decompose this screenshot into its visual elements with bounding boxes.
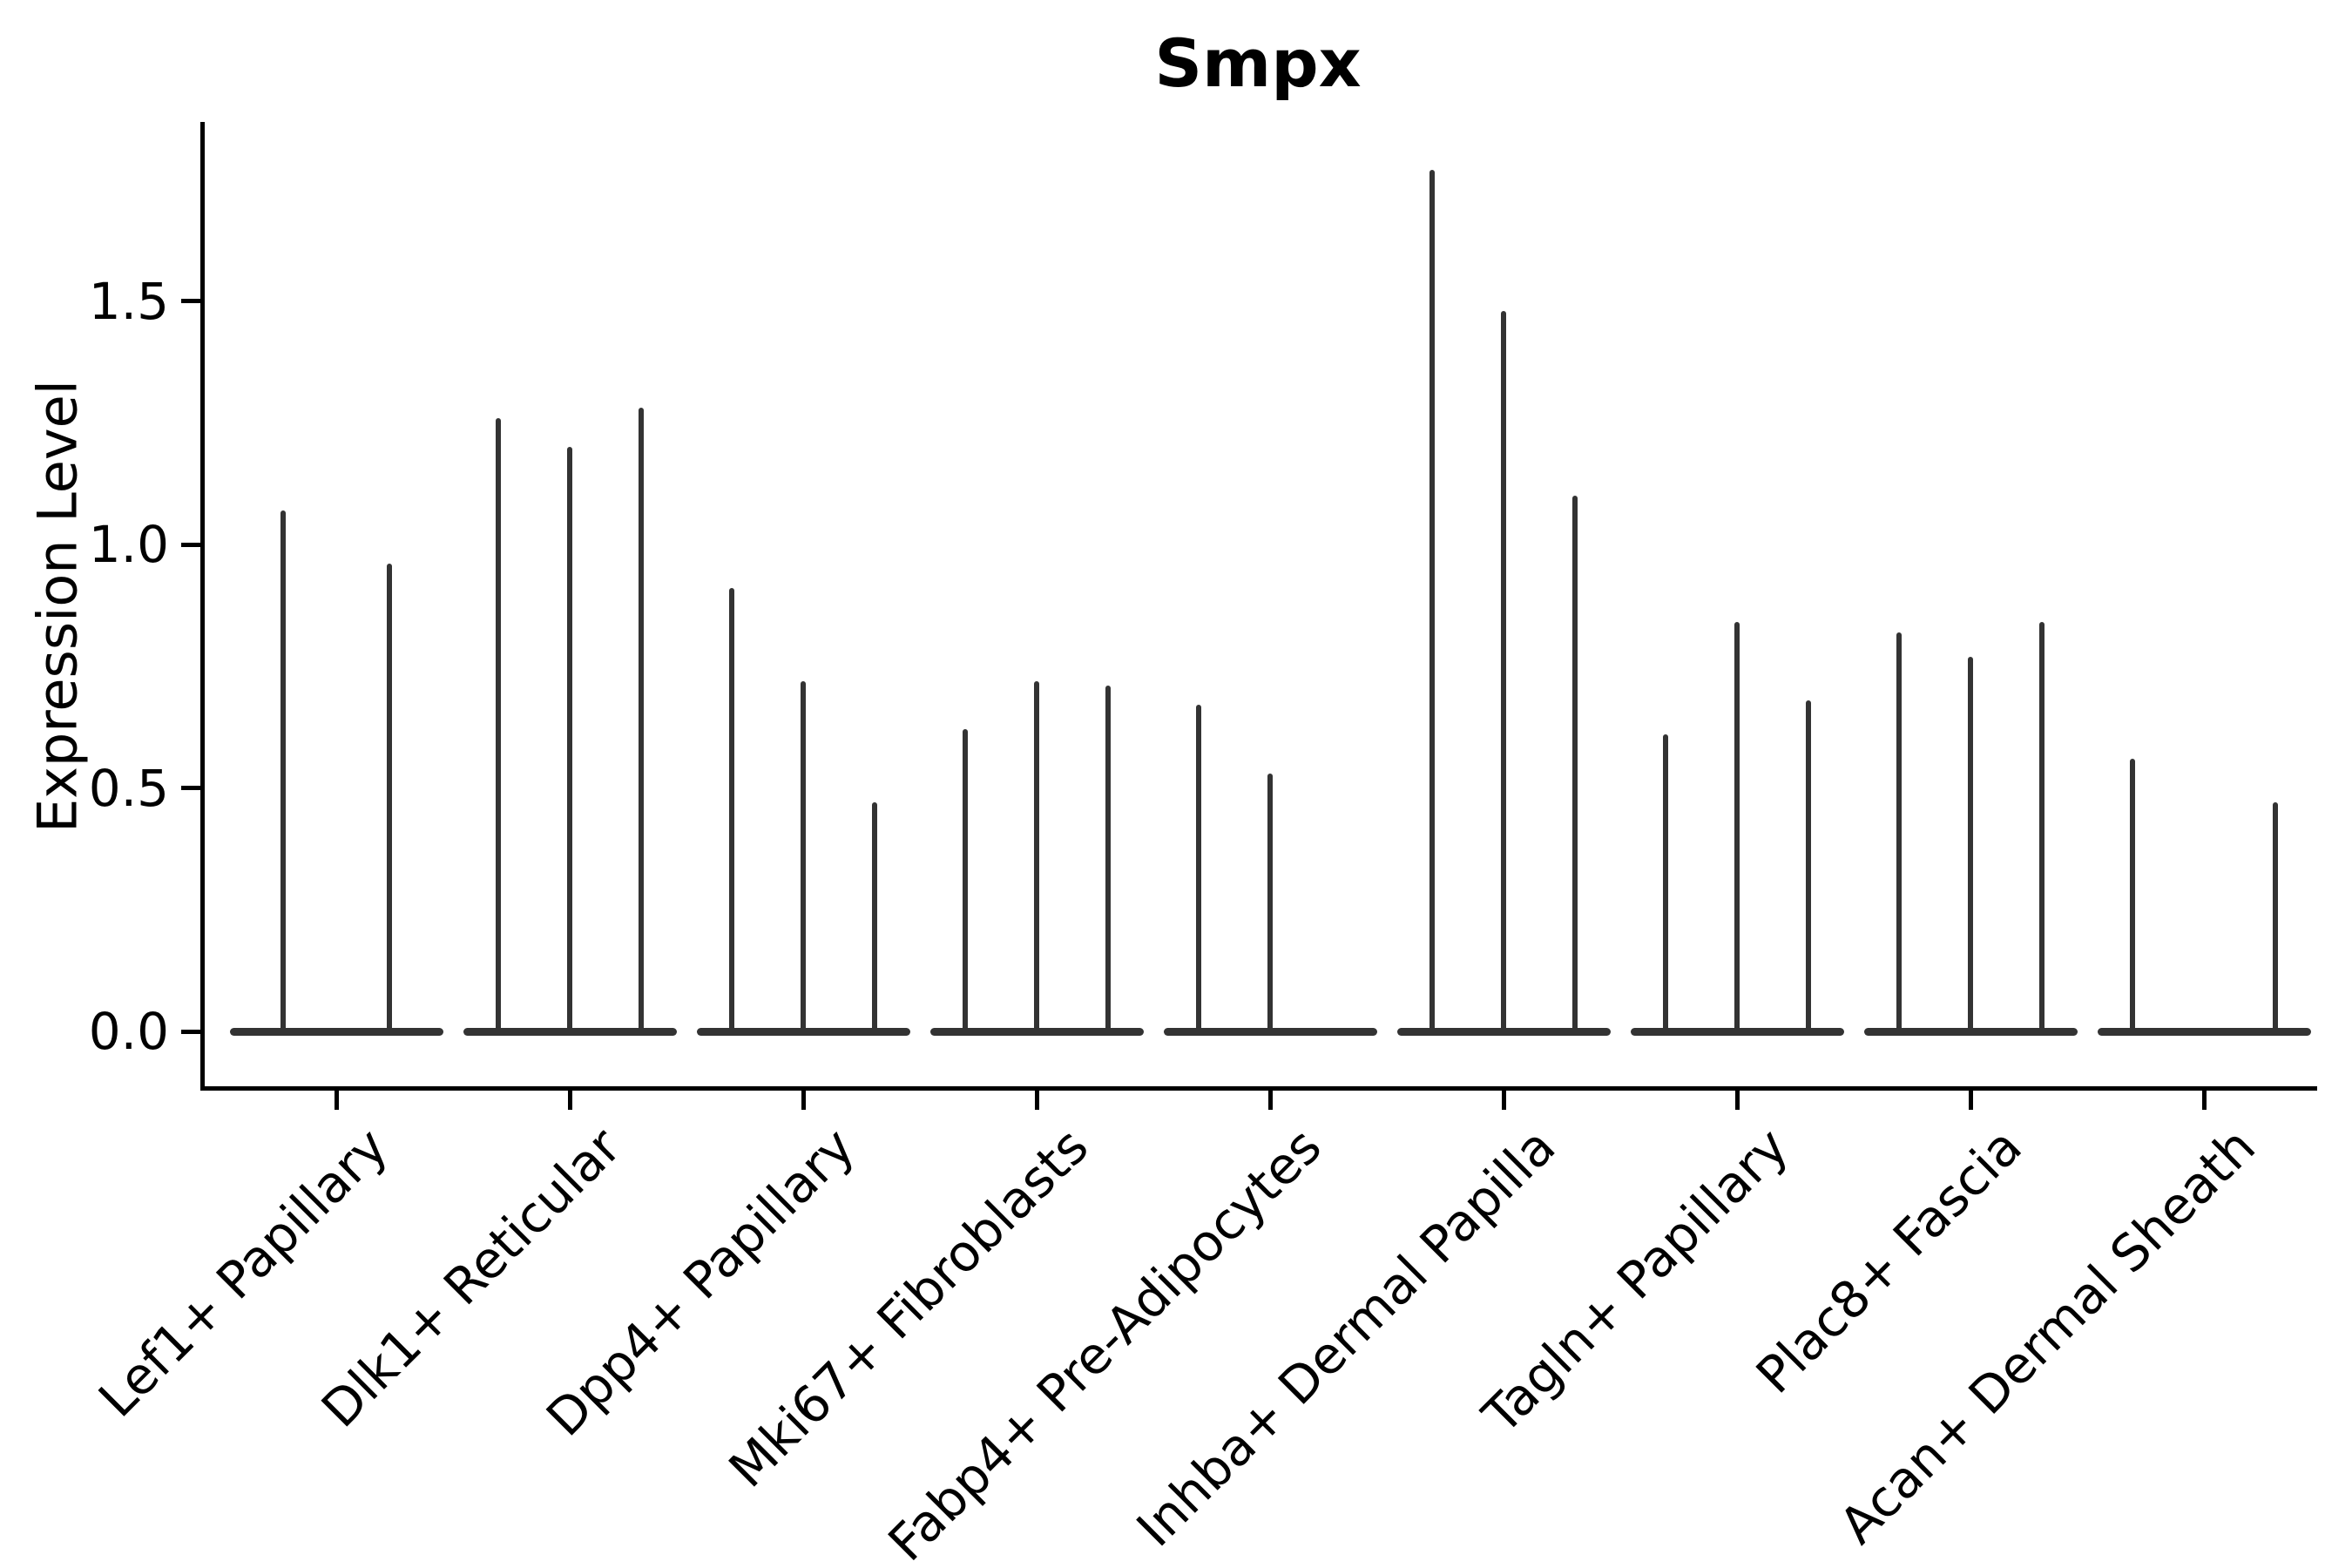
violin-spike: [280, 510, 286, 1035]
violin-spike: [1896, 632, 1903, 1035]
violin-spike: [1267, 773, 1273, 1035]
violin-spike: [2130, 758, 2136, 1035]
violin-spike: [1196, 705, 1202, 1035]
y-axis-tick-label: 1.0: [88, 515, 169, 574]
x-axis-tick: [1034, 1091, 1039, 1110]
y-axis-tick: [181, 786, 200, 790]
y-axis-tick: [181, 542, 200, 547]
x-axis-category-label: Fabp4+ Pre-Adipocytes: [876, 1116, 1333, 1568]
y-axis-tick-label: 1.5: [88, 271, 169, 331]
violin-spike: [638, 408, 644, 1035]
violin-spike: [1734, 622, 1740, 1035]
y-axis-tick: [181, 1029, 200, 1034]
violin-spike: [801, 680, 806, 1035]
violin-baseline: [229, 1027, 443, 1036]
violin-spike: [1429, 169, 1436, 1035]
x-axis-tick: [1968, 1091, 1973, 1110]
violin-baseline: [2097, 1027, 2311, 1036]
x-axis-tick: [1734, 1091, 1740, 1110]
violin-spike: [1805, 700, 1811, 1035]
violin-spike: [2038, 622, 2044, 1035]
y-axis-tick-label: 0.0: [88, 1002, 169, 1061]
violin-spike: [871, 802, 877, 1035]
violin-spike: [729, 588, 735, 1035]
x-axis-tick: [334, 1091, 339, 1110]
violin-spike: [1968, 656, 1973, 1035]
violin-spike: [1501, 310, 1506, 1035]
x-axis-category-label: Acan+ Dermal Sheath: [1828, 1116, 2267, 1556]
y-axis-tick-label: 0.5: [88, 758, 169, 818]
violin-spike: [1105, 686, 1111, 1035]
violin-spike: [963, 729, 969, 1035]
x-axis-tick: [567, 1091, 572, 1110]
y-axis-label: Expression Level: [25, 380, 90, 833]
chart-title: Smpx: [1154, 24, 1362, 102]
violin-spike: [387, 564, 393, 1035]
violin-spike: [1663, 734, 1669, 1035]
y-axis-tick: [181, 299, 200, 303]
violin-spike: [1034, 680, 1039, 1035]
x-axis-tick: [1501, 1091, 1506, 1110]
plot-axes: [200, 122, 2317, 1091]
x-axis-tick: [1267, 1091, 1273, 1110]
violin-spike: [2272, 802, 2278, 1035]
violin-spike: [496, 417, 502, 1035]
x-axis-tick: [2201, 1091, 2207, 1110]
violin-spike: [1571, 496, 1578, 1035]
x-axis-category-label: Inhba+ Dermal Papilla: [1125, 1116, 1566, 1558]
violin-spike: [567, 447, 572, 1035]
x-axis-tick: [801, 1091, 806, 1110]
